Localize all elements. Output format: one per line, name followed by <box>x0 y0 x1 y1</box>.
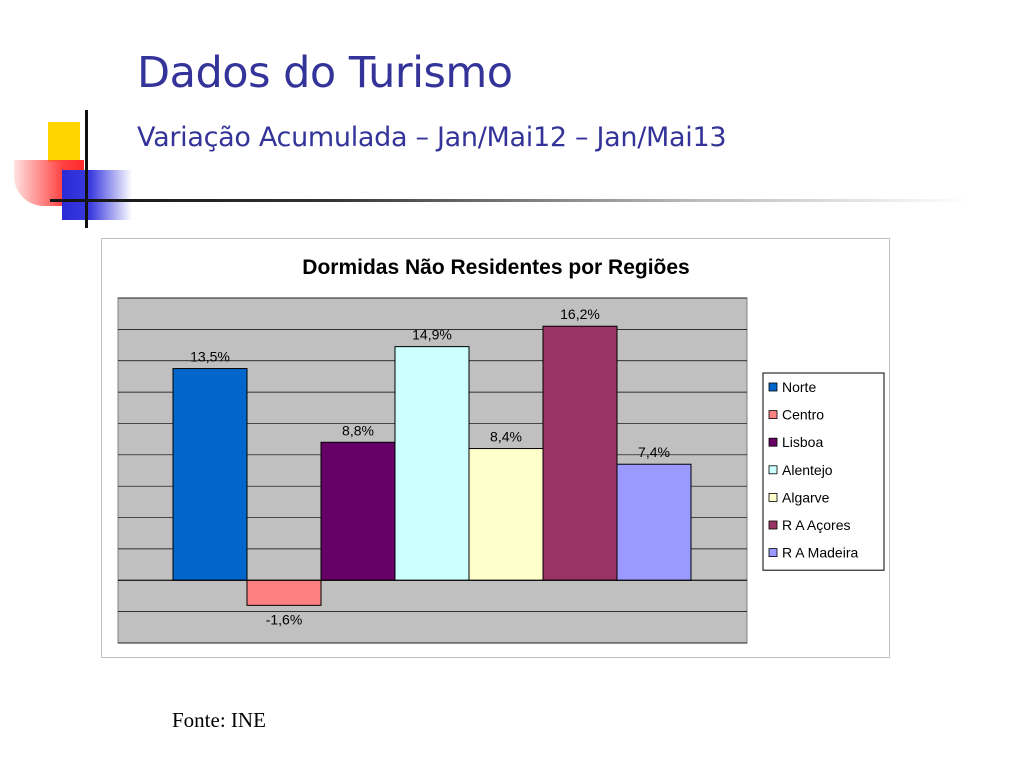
data-label: 13,5% <box>190 349 230 365</box>
data-label: 16,2% <box>560 306 600 322</box>
bar-chart: Dormidas Não Residentes por Regiões 13,5… <box>117 256 885 644</box>
bar-r-a-açores <box>542 325 618 581</box>
data-label: 14,9% <box>412 327 452 343</box>
bar-norte <box>172 368 248 581</box>
legend-swatch <box>768 492 778 502</box>
bar-r-a-madeira <box>616 463 692 581</box>
legend-swatch <box>768 410 778 420</box>
bar-algarve <box>468 448 544 581</box>
legend-label: Centro <box>782 407 824 423</box>
bar-alentejo <box>394 346 470 581</box>
legend-label: Lisboa <box>782 434 823 450</box>
data-label: 8,4% <box>490 429 522 445</box>
title-underline <box>50 199 970 202</box>
legend-swatch <box>768 382 778 392</box>
legend-swatch <box>768 520 778 530</box>
legend-label: Alentejo <box>782 462 833 478</box>
legend-swatch <box>768 465 778 475</box>
legend-label: Algarve <box>782 489 830 505</box>
data-label: 7,4% <box>638 444 670 460</box>
legend-label: Norte <box>782 379 816 395</box>
decorative-vertical-line <box>85 110 88 228</box>
legend-box <box>762 372 885 571</box>
legend-label: R A Açores <box>782 517 850 533</box>
data-label: 8,8% <box>342 422 374 438</box>
data-label: -1,6% <box>266 611 303 627</box>
legend-swatch <box>768 437 778 447</box>
bar-centro <box>246 579 322 606</box>
decorative-yellow-square <box>48 122 80 162</box>
chart-frame: Dormidas Não Residentes por Regiões 13,5… <box>101 238 890 658</box>
chart-title: Dormidas Não Residentes por Regiões <box>302 256 689 279</box>
bar-lisboa <box>320 441 396 581</box>
decorative-blue-square <box>62 170 132 220</box>
chart-legend: Norte Centro Lisboa Alentejo Algarve R A Açor… <box>762 372 885 571</box>
slide-title: Dados do Turismo <box>137 48 513 98</box>
legend-label: R A Madeira <box>782 545 858 561</box>
source-note: Fonte: INE <box>172 708 266 732</box>
slide-subtitle: Variação Acumulada – Jan/Mai12 – Jan/Mai… <box>137 122 727 153</box>
legend-swatch <box>768 548 778 558</box>
